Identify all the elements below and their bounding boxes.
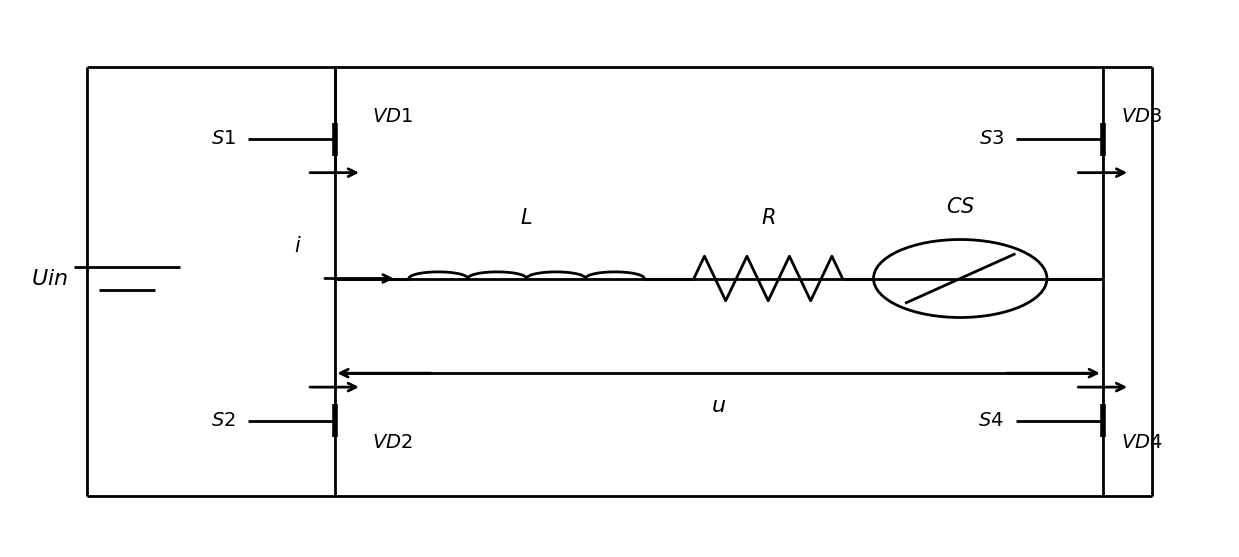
Text: $\it{S4}$: $\it{S4}$ (979, 412, 1004, 429)
Text: $\it{S1}$: $\it{S1}$ (211, 130, 235, 148)
Text: $\it{L}$: $\it{L}$ (520, 208, 533, 228)
Text: $\it{S3}$: $\it{S3}$ (979, 130, 1004, 148)
Text: $\it{VD3}$: $\it{VD3}$ (1121, 108, 1162, 126)
Text: $\it{VD2}$: $\it{VD2}$ (372, 434, 413, 452)
Text: $\it{R}$: $\it{R}$ (761, 208, 776, 228)
Text: $\it{u}$: $\it{u}$ (711, 395, 726, 417)
Text: $\it{VD1}$: $\it{VD1}$ (372, 108, 413, 126)
Text: $\it{CS}$: $\it{CS}$ (945, 197, 975, 217)
Text: $\it{S2}$: $\it{S2}$ (211, 412, 235, 429)
Text: $\it{Uin}$: $\it{Uin}$ (31, 267, 68, 290)
Text: $\it{i}$: $\it{i}$ (294, 236, 301, 256)
Text: $\it{VD4}$: $\it{VD4}$ (1121, 434, 1163, 452)
